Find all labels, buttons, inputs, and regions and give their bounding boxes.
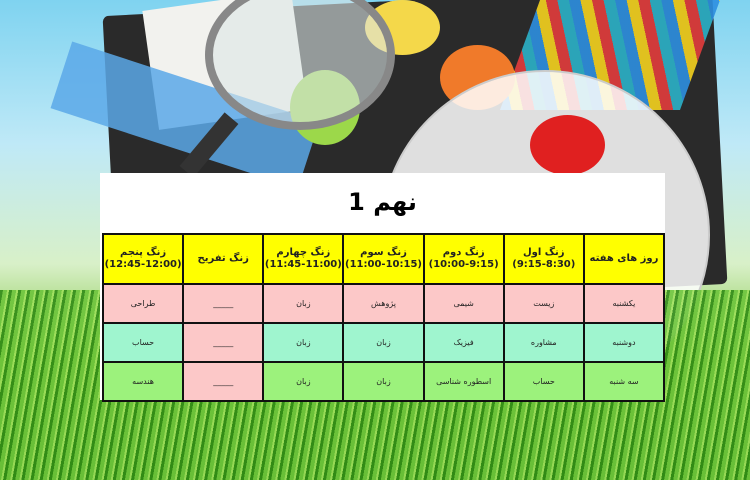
class-cell: فیزیک — [422, 322, 505, 363]
header-period-1: زنگ اول (8:30-9:15) — [502, 233, 585, 285]
class-cell: پژوهش — [342, 283, 425, 324]
day-cell: سه شنبه — [582, 361, 666, 402]
class-cell: طراحی — [101, 283, 185, 324]
class-cell: حساب — [502, 361, 585, 402]
class-cell: مشاوره — [502, 322, 585, 363]
class-cell: هندسه — [101, 361, 185, 402]
magnifying-glass — [205, 0, 395, 130]
header-days: روز های هفته — [582, 233, 666, 285]
class-cell: زبان — [262, 361, 345, 402]
header-break: زنگ تفریح — [182, 233, 265, 285]
break-cell: _____ — [182, 361, 265, 402]
day-cell: یکشنبه — [582, 283, 666, 324]
class-cell: زبان — [342, 322, 425, 363]
table-row: سه شنبه حساب اسطوره شناسی زبان زبان ____… — [101, 361, 666, 402]
class-cell: زبان — [262, 283, 345, 324]
timetable: روز های هفته زنگ اول (8:30-9:15) زنگ دوم… — [101, 233, 666, 402]
header-period-4: زنگ چهارم (11:00-11:45) — [262, 233, 345, 285]
header-period-5: زنگ پنجم (12:00-12:45) — [101, 233, 185, 285]
header-row: روز های هفته زنگ اول (8:30-9:15) زنگ دوم… — [101, 233, 666, 285]
header-period-2: زنگ دوم (9:15-10:00) — [422, 233, 505, 285]
table-row: دوشنبه مشاوره فیزیک زبان زبان _____ حساب — [101, 322, 666, 363]
class-cell: زبان — [262, 322, 345, 363]
class-cell: حساب — [101, 322, 185, 363]
header-period-3: زنگ سوم (10:15-11:00) — [342, 233, 425, 285]
class-cell: اسطوره شناسی — [422, 361, 505, 402]
timetable-panel: نهم 1 روز های هفته زنگ اول (8:30-9:15) ز… — [100, 173, 666, 402]
paint-red — [530, 115, 605, 175]
class-cell: زیست — [502, 283, 585, 324]
class-title: نهم 1 — [348, 188, 417, 216]
day-cell: دوشنبه — [582, 322, 666, 363]
break-cell: _____ — [182, 283, 265, 324]
break-cell: _____ — [182, 322, 265, 363]
class-cell: شیمی — [422, 283, 505, 324]
class-cell: زبان — [342, 361, 425, 402]
table-row: یکشنبه زیست شیمی پژوهش زبان _____ طراحی — [101, 283, 666, 324]
